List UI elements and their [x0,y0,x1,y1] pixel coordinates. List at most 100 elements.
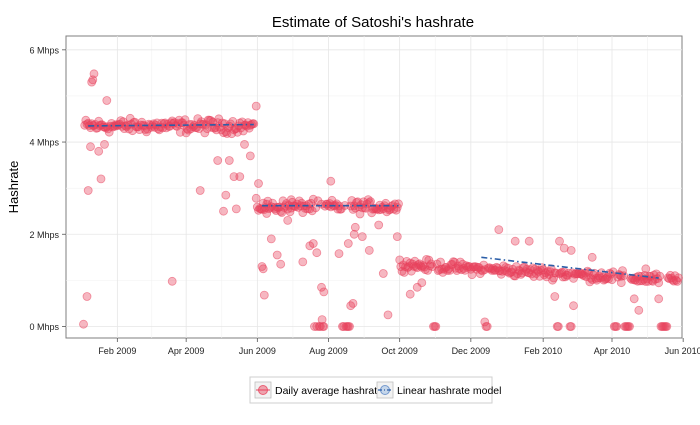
legend: Daily average hashrate Linear hashrate m… [249,376,501,404]
daily-hashrate-point [336,204,346,214]
daily-hashrate-point [349,229,359,239]
daily-hashrate-point [254,179,263,188]
daily-hashrate-point [235,172,245,182]
daily-hashrate-point [655,271,665,281]
daily-hashrate-point [550,292,560,301]
daily-hashrate-point [102,96,112,105]
daily-hashrate-point [79,319,88,329]
x-tick-label: Apr 2009 [168,346,205,356]
daily-hashrate-point [395,255,405,265]
daily-hashrate-point [326,176,336,186]
daily-hashrate-point [559,243,569,253]
daily-hashrate-point [383,310,393,320]
daily-hashrate-point [618,266,627,276]
daily-hashrate-point [374,220,384,230]
daily-hashrate-point [167,276,177,286]
x-tick-label: Apr 2010 [594,346,631,356]
daily-hashrate-point [262,209,272,218]
daily-hashrate-point [343,239,353,248]
legend-key-daily [254,381,272,399]
daily-hashrate-point [313,196,323,206]
daily-hashrate-point [643,276,653,286]
daily-hashrate-point [272,250,282,260]
daily-hashrate-point [494,225,504,235]
daily-hashrate-point [392,232,402,242]
daily-hashrate-point [213,156,223,165]
daily-hashrate-point [286,195,296,205]
daily-hashrate-point [298,257,308,267]
model-line-segment [481,256,659,279]
y-tick-label: 2 Mhps [29,230,59,240]
daily-hashrate-point [431,322,441,331]
daily-hashrate-point [662,322,672,331]
daily-hashrate-point [553,322,563,331]
legend-key-model [376,381,394,399]
daily-hashrate-point [566,322,576,331]
y-tick-label: 4 Mhps [29,138,59,148]
hashrate-model-lines [88,123,659,279]
x-tick-label: Jun 2010 [665,346,700,356]
daily-hashrate-point [394,199,403,209]
daily-hashrate-point [308,239,318,248]
daily-hashrate-point [86,142,95,152]
daily-hashrate-point [555,236,564,246]
daily-hashrate-point [616,278,626,288]
daily-hashrate-point [516,269,526,279]
daily-hashrate-point [245,151,255,161]
daily-hashrate-point [251,193,261,203]
daily-hashrate-point [417,278,427,288]
daily-hashrate-point [641,264,651,274]
daily-hashrate-point [317,282,326,292]
daily-hashrate-point [674,273,683,283]
daily-hashrate-point [569,301,578,311]
y-tick-label: 6 Mhps [29,45,59,55]
daily-hashrate-point [412,282,422,292]
x-tick-label: Dec 2009 [452,346,491,356]
daily-hashrate-point [634,305,644,315]
daily-hashrate-point [587,252,597,262]
daily-hashrate-point [364,245,374,255]
legend-label-model: Linear hashrate model [397,385,501,397]
daily-hashrate-point [221,190,231,200]
daily-hashrate-point [195,186,205,195]
x-ticks: Feb 2009 Apr 2009 Jun 2009 Aug 2009 Oct 2009… [98,338,700,356]
daily-hashrate-point [625,322,634,331]
daily-hashrate-point [118,117,128,127]
daily-hashrate-point [524,236,534,246]
y-tick-label: 0 Mhps [29,322,59,332]
x-tick-label: Feb 2009 [98,346,136,356]
daily-hashrate-point [219,206,228,216]
plot-panel [65,35,683,339]
daily-hashrate-points [79,69,683,331]
daily-hashrate-point [231,204,241,214]
daily-hashrate-point [251,101,261,111]
daily-hashrate-point [654,294,664,304]
daily-hashrate-point [629,294,639,304]
daily-hashrate-point [350,222,360,232]
chart-title: Estimate of Satoshi's hashrate [272,14,474,31]
daily-hashrate-point [259,290,269,300]
daily-hashrate-point [510,236,520,246]
daily-hashrate-point [258,264,268,274]
daily-hashrate-point [378,269,388,278]
daily-hashrate-point [307,206,317,216]
daily-hashrate-point [82,292,92,301]
daily-hashrate-point [312,248,322,258]
daily-hashrate-point [100,139,109,149]
daily-hashrate-point [308,194,318,204]
x-tick-label: Jun 2009 [239,346,276,356]
model-line-segment [88,123,254,127]
x-tick-label: Feb 2010 [524,346,562,356]
daily-hashrate-point [266,234,276,244]
x-tick-label: Aug 2009 [309,346,348,356]
daily-hashrate-point [334,249,344,259]
daily-hashrate-point [283,215,293,225]
daily-hashrate-point [357,232,367,242]
legend-box [249,376,493,404]
daily-hashrate-point [240,139,249,149]
daily-hashrate-point [89,69,99,79]
daily-hashrate-point [276,259,286,269]
daily-hashrate-point [436,257,445,267]
daily-hashrate-point [319,322,329,331]
